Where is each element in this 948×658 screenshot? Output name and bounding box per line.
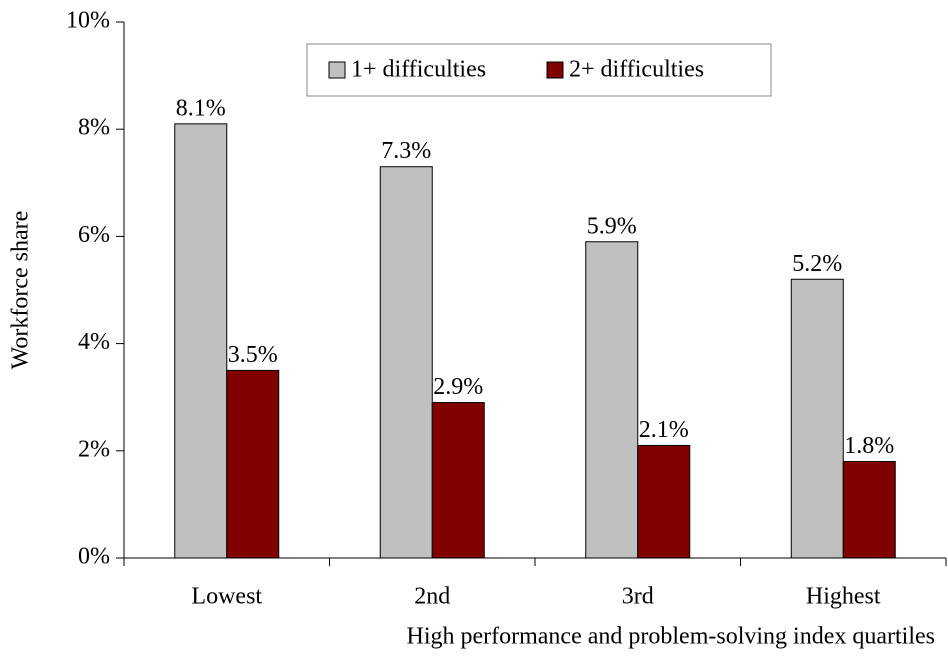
legend-swatch	[546, 61, 564, 79]
bar	[379, 166, 433, 559]
data-label: 5.2%	[792, 251, 842, 277]
legend-label: 2+ difficulties	[569, 57, 704, 83]
y-tick-label: 4%	[78, 329, 110, 355]
bar	[790, 278, 844, 559]
x-tick-label: 2nd	[414, 584, 450, 610]
y-tick-label: 6%	[78, 222, 110, 248]
data-label: 5.9%	[587, 213, 637, 239]
data-label: 3.5%	[228, 342, 278, 368]
bar	[842, 461, 896, 559]
data-label: 2.9%	[433, 374, 483, 400]
bar	[431, 402, 485, 559]
x-axis-title: High performance and problem-solving ind…	[406, 624, 935, 650]
data-label: 1.8%	[844, 433, 894, 459]
bar	[585, 241, 639, 559]
legend-box	[306, 43, 772, 97]
legend-label: 1+ difficulties	[351, 57, 486, 83]
legend-swatch	[328, 61, 346, 79]
x-tick-label: Highest	[806, 584, 881, 610]
x-tick-label: 3rd	[622, 584, 654, 610]
bar	[637, 444, 691, 559]
y-tick-label: 2%	[78, 436, 110, 462]
x-tick-label: Lowest	[191, 584, 262, 610]
data-label: 2.1%	[639, 417, 689, 443]
bar	[226, 369, 280, 559]
data-label: 8.1%	[176, 95, 226, 121]
y-tick-label: 8%	[78, 115, 110, 141]
data-label: 7.3%	[381, 138, 431, 164]
y-axis-title: Workforce share	[8, 211, 34, 370]
bar	[174, 123, 228, 559]
y-tick-label: 10%	[66, 8, 110, 34]
y-tick-label: 0%	[78, 544, 110, 570]
